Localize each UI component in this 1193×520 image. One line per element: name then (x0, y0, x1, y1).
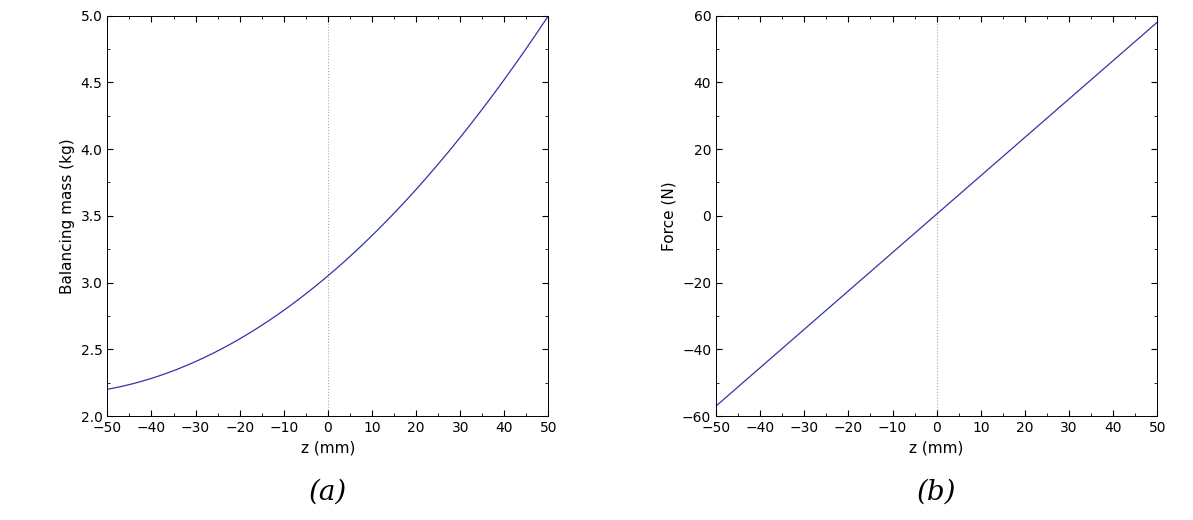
Text: (b): (b) (917, 478, 957, 505)
X-axis label: z (mm): z (mm) (301, 440, 356, 456)
Text: (a): (a) (309, 478, 347, 505)
Y-axis label: Force (N): Force (N) (661, 181, 676, 251)
Y-axis label: Balancing mass (kg): Balancing mass (kg) (60, 138, 75, 294)
X-axis label: z (mm): z (mm) (909, 440, 964, 456)
